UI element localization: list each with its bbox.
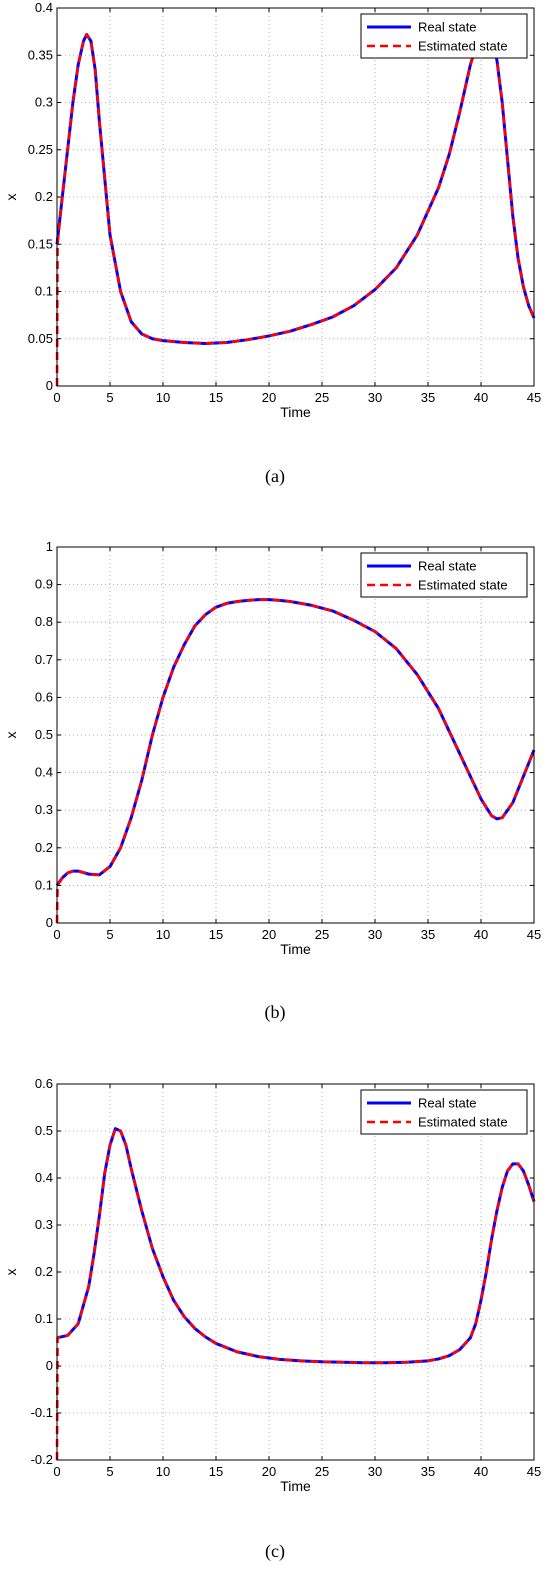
y-tick-label-b-5: 0.5 [35,727,53,742]
legend-a: Real state Estimated state [360,13,528,59]
chart-panel-a: 0 5 10 15 20 25 30 35 40 45 0 0.05 0.1 0.15 0.2 0.25 0.3… [3,0,541,420]
y-tick-label-c-2: 0 [46,1358,53,1373]
x-tick-label-b-3: 15 [209,927,223,942]
y-tick-label-a-0: 0 [46,378,53,393]
y-tick-label-b-10: 1 [46,539,53,554]
plot-area-c [57,1084,534,1460]
plot-area-a [57,8,534,386]
legend-label-b-estimated: Estimated state [418,578,508,593]
x-tick-label-b-7: 35 [421,927,435,942]
y-tick-label-a-6: 0.3 [35,95,53,110]
legend-b: Real state Estimated state [360,552,528,598]
x-tick-label-c-6: 30 [368,1464,382,1479]
y-tick-label-a-7: 0.35 [28,47,53,62]
x-tick-label-a-7: 35 [421,390,435,405]
y-tick-label-b-4: 0.4 [35,765,53,780]
y-tick-label-a-8: 0.4 [35,0,53,15]
chart-panel-b: 0 5 10 15 20 25 30 35 40 45 0 0.1 0.2 0.3 0.4 0.5 0.6 0.7… [3,539,541,957]
x-tick-label-a-8: 40 [474,390,488,405]
caption-a: (a) [265,466,285,486]
legend-c: Real state Estimated state [360,1089,528,1135]
x-tick-label-c-5: 25 [315,1464,329,1479]
y-axis-label-a: x [3,194,19,201]
x-tick-label-a-3: 15 [209,390,223,405]
y-tick-label-c-4: 0.2 [35,1264,53,1279]
y-tick-label-c-3: 0.1 [35,1311,53,1326]
y-tick-label-b-1: 0.1 [35,877,53,892]
y-tick-label-c-8: 0.6 [35,1076,53,1091]
y-tick-label-a-3: 0.15 [28,236,53,251]
y-axis-label-b: x [3,732,19,739]
series-line-c-estimated [55,1127,536,1461]
y-tick-label-a-1: 0.05 [28,331,53,346]
x-tick-label-a-4: 20 [262,390,276,405]
series-line-b-estimated [55,598,536,924]
x-tick-label-c-8: 40 [474,1464,488,1479]
legend-label-b-real: Real state [418,559,477,574]
x-tick-label-c-2: 10 [156,1464,170,1479]
y-tick-label-a-4: 0.2 [35,189,53,204]
x-tick-label-a-0: 0 [53,390,60,405]
y-tick-label-c-6: 0.4 [35,1170,53,1185]
y-tick-label-c-1: -0.1 [31,1405,53,1420]
legend-label-a-real: Real state [418,20,477,35]
y-tick-label-b-7: 0.7 [35,652,53,667]
x-tick-label-a-1: 5 [106,390,113,405]
y-tick-label-c-0: -0.2 [31,1452,53,1467]
x-tick-label-b-0: 0 [53,927,60,942]
plot-area-b [57,547,534,923]
y-tick-label-a-5: 0.25 [28,142,53,157]
x-tick-label-a-5: 25 [315,390,329,405]
x-tick-label-b-8: 40 [474,927,488,942]
caption-c: (c) [265,1541,285,1561]
y-tick-label-b-3: 0.3 [35,802,53,817]
y-tick-label-c-7: 0.5 [35,1123,53,1138]
y-tick-label-c-5: 0.3 [35,1217,53,1232]
legend-label-a-estimated: Estimated state [418,39,508,54]
x-tick-label-b-4: 20 [262,927,276,942]
x-axis-label-a: Time [280,404,311,420]
x-axis-label-c: Time [280,1478,311,1494]
x-tick-label-b-9: 45 [527,927,541,942]
x-tick-label-c-0: 0 [53,1464,60,1479]
x-tick-label-a-9: 45 [527,390,541,405]
series-line-a-estimated [55,33,536,387]
x-tick-label-c-1: 5 [106,1464,113,1479]
caption-b: (b) [264,1002,286,1022]
chart-panel-c: 0 5 10 15 20 25 30 35 40 45 -0.2 -0.1 0 0.1 0.2 0.3 0.4 0… [3,1076,541,1494]
y-tick-label-b-8: 0.8 [35,614,53,629]
x-tick-label-a-2: 10 [156,390,170,405]
x-tick-label-c-4: 20 [262,1464,276,1479]
x-tick-label-c-7: 35 [421,1464,435,1479]
y-tick-label-b-9: 0.9 [35,577,53,592]
x-tick-label-b-2: 10 [156,927,170,942]
y-tick-label-b-2: 0.2 [35,840,53,855]
legend-label-c-real: Real state [418,1096,477,1111]
y-axis-label-c: x [3,1269,19,1276]
x-tick-label-a-6: 30 [368,390,382,405]
x-tick-label-b-5: 25 [315,927,329,942]
legend-label-c-estimated: Estimated state [418,1115,508,1130]
x-tick-label-c-9: 45 [527,1464,541,1479]
legend-box-a [360,13,528,59]
x-tick-label-c-3: 15 [209,1464,223,1479]
x-tick-label-b-6: 30 [368,927,382,942]
y-tick-label-b-0: 0 [46,915,53,930]
x-axis-label-b: Time [280,941,311,957]
legend-box-b [360,552,528,598]
x-tick-label-b-1: 5 [106,927,113,942]
legend-box-c [360,1089,528,1135]
y-tick-label-a-2: 0.1 [35,284,53,299]
y-tick-label-b-6: 0.6 [35,689,53,704]
